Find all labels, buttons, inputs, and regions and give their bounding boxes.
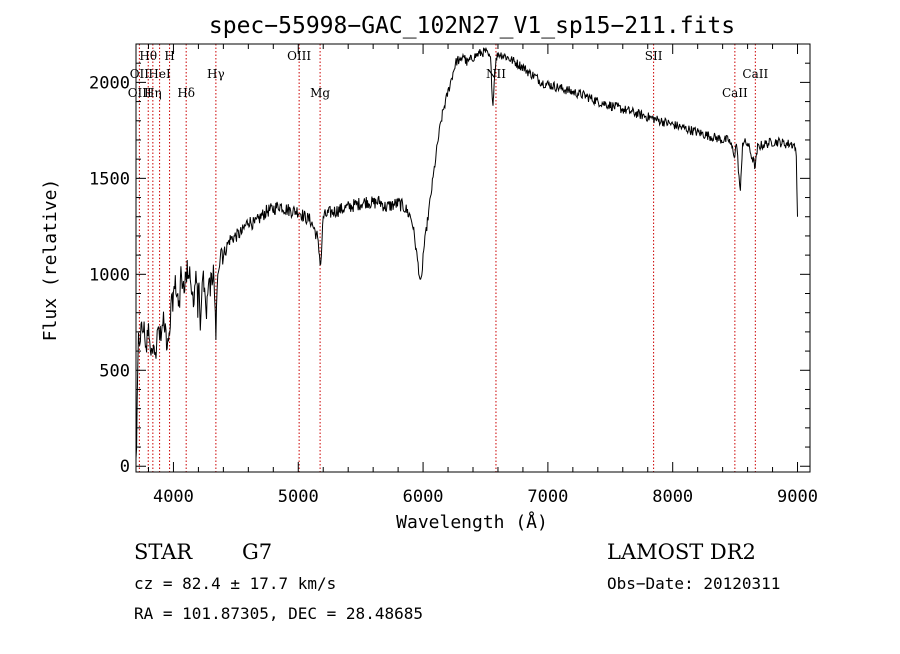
line-label: OIII bbox=[128, 86, 152, 100]
line-label: OIII bbox=[287, 49, 311, 63]
line-label: Hη bbox=[144, 86, 162, 100]
x-tick-label: 5000 bbox=[278, 487, 319, 507]
line-label: H bbox=[164, 49, 174, 63]
chart-title: spec−55998−GAC_102N27_V1_sp15−211.fits bbox=[209, 13, 735, 39]
plot-frame bbox=[135, 43, 811, 473]
x-axis-label: Wavelength (Å) bbox=[396, 511, 548, 533]
line-label: Hθ bbox=[139, 49, 157, 63]
line-label: SII bbox=[645, 49, 663, 63]
line-label: CaII bbox=[742, 67, 768, 81]
survey-name: LAMOST DR2 bbox=[607, 540, 756, 564]
x-tick-label: 6000 bbox=[403, 487, 444, 507]
x-tick-label: 8000 bbox=[652, 487, 693, 507]
flux-series-line bbox=[135, 46, 798, 459]
y-tick-label: 2000 bbox=[89, 73, 130, 93]
y-tick-label: 0 bbox=[120, 457, 130, 477]
x-tick-label: 4000 bbox=[153, 487, 194, 507]
object-class: STAR bbox=[134, 540, 193, 564]
y-tick-label: 500 bbox=[99, 361, 130, 381]
y-axis-label: Flux (relative) bbox=[40, 179, 61, 342]
x-tick-label: 7000 bbox=[527, 487, 568, 507]
y-tick-label: 1000 bbox=[89, 265, 130, 285]
line-label: Hδ bbox=[177, 86, 195, 100]
line-label: CaII bbox=[722, 86, 748, 100]
line-label: OII bbox=[130, 67, 150, 81]
ra-dec-coords: RA = 101.87305, DEC = 28.48685 bbox=[134, 604, 423, 623]
line-label: HeI bbox=[148, 67, 171, 81]
y-tick-label: 1500 bbox=[89, 169, 130, 189]
obs-date: Obs−Date: 20120311 bbox=[607, 574, 780, 593]
redshift-cz: cz = 82.4 ± 17.7 km/s bbox=[134, 574, 336, 593]
line-label: Hγ bbox=[207, 67, 225, 81]
object-subclass: G7 bbox=[242, 540, 272, 564]
x-axis-ticks: 4000 5000 6000 7000 8000 9000 bbox=[147, 44, 818, 507]
x-tick-label: 9000 bbox=[777, 487, 818, 507]
line-label: Mg bbox=[310, 86, 330, 100]
line-label: NII bbox=[486, 67, 506, 81]
marker-lines bbox=[138, 44, 756, 472]
y-axis-ticks: 0 500 1000 1500 2000 bbox=[89, 62, 810, 477]
